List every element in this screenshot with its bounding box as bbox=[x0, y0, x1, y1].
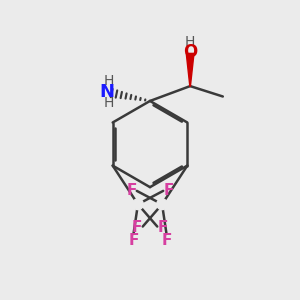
Text: F: F bbox=[128, 233, 139, 248]
Circle shape bbox=[157, 199, 167, 210]
Text: F: F bbox=[161, 233, 172, 248]
Text: F: F bbox=[132, 220, 142, 235]
Text: F: F bbox=[158, 220, 168, 235]
Text: O: O bbox=[183, 43, 197, 61]
Text: H: H bbox=[103, 74, 114, 88]
Text: N: N bbox=[99, 83, 114, 101]
Text: H: H bbox=[185, 35, 195, 49]
Polygon shape bbox=[186, 53, 194, 86]
Text: F: F bbox=[126, 183, 136, 198]
Text: H: H bbox=[103, 96, 114, 110]
Text: F: F bbox=[164, 183, 174, 198]
Circle shape bbox=[133, 199, 143, 210]
